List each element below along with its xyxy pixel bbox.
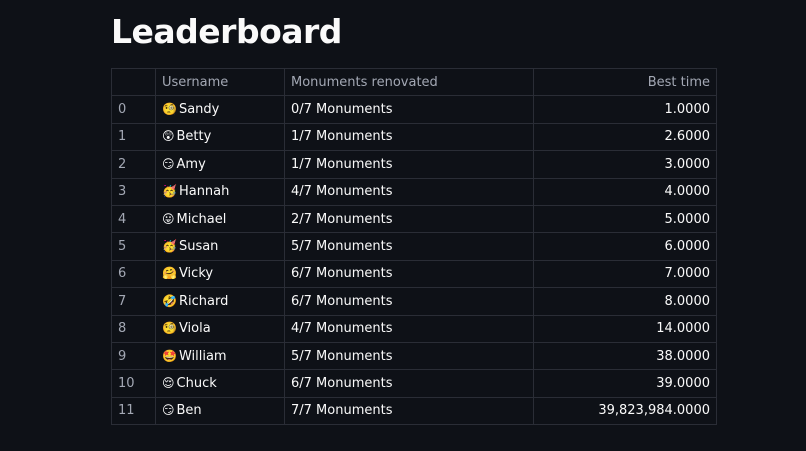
- username: Chuck: [176, 375, 217, 391]
- row-index[interactable]: 4: [111, 204, 156, 234]
- table-row: 4 😛 Michael 2/7 Monuments 5.0000: [111, 204, 717, 234]
- column-header-monuments[interactable]: Monuments renovated: [284, 67, 534, 97]
- monuments-cell[interactable]: 6/7 Monuments: [284, 369, 534, 398]
- row-index[interactable]: 7: [111, 287, 156, 316]
- username: Viola: [178, 321, 211, 337]
- username-cell[interactable]: 🥳 Hannah: [155, 177, 285, 206]
- row-index[interactable]: 0: [111, 95, 156, 124]
- table-row: 2 😏 Amy 1/7 Monuments 3.0000: [111, 150, 717, 179]
- row-index[interactable]: 10: [111, 369, 156, 398]
- emoji-icon: 😏: [162, 403, 175, 418]
- username: Betty: [176, 129, 212, 145]
- row-index[interactable]: 11: [111, 396, 156, 426]
- column-header-index[interactable]: [111, 67, 156, 97]
- username: William: [178, 348, 227, 364]
- emoji-icon: 🤩: [162, 348, 177, 363]
- monuments-cell[interactable]: 2/7 Monuments: [284, 204, 534, 234]
- username: Amy: [176, 156, 206, 172]
- username: Sandy: [178, 102, 220, 118]
- emoji-icon: 🧐: [162, 321, 177, 336]
- row-index[interactable]: 2: [111, 150, 156, 179]
- monuments-cell[interactable]: 4/7 Monuments: [284, 314, 534, 343]
- username-cell[interactable]: 😌 Chuck: [155, 369, 285, 398]
- monuments-cell[interactable]: 4/7 Monuments: [284, 177, 534, 206]
- username-cell[interactable]: 🤗 Vicky: [155, 259, 285, 289]
- monuments-cell[interactable]: 6/7 Monuments: [284, 287, 534, 316]
- table-row: 10 😌 Chuck 6/7 Monuments 39.0000: [111, 369, 717, 398]
- username: Michael: [176, 211, 227, 227]
- row-index[interactable]: 8: [111, 314, 156, 343]
- best-time-cell[interactable]: 8.0000: [533, 287, 717, 316]
- emoji-icon: 😏: [162, 156, 175, 171]
- row-index[interactable]: 3: [111, 177, 156, 206]
- best-time-cell[interactable]: 39,823,984.0000: [533, 396, 717, 426]
- best-time-cell[interactable]: 6.0000: [533, 232, 717, 261]
- emoji-icon: 🥳: [162, 184, 177, 199]
- best-time-cell[interactable]: 39.0000: [533, 369, 717, 398]
- best-time-cell[interactable]: 2.6000: [533, 122, 717, 152]
- best-time-cell[interactable]: 4.0000: [533, 177, 717, 206]
- leaderboard-table: Username Monuments renovated Best time 0…: [111, 67, 717, 426]
- row-index[interactable]: 1: [111, 122, 156, 152]
- emoji-icon: 🧐: [162, 102, 177, 117]
- monuments-cell[interactable]: 0/7 Monuments: [284, 95, 534, 124]
- username-cell[interactable]: 🥳 Susan: [155, 232, 285, 261]
- emoji-icon: 😌: [162, 375, 175, 390]
- table-row: 7 🤣 Richard 6/7 Monuments 8.0000: [111, 287, 717, 316]
- username-cell[interactable]: 😛 Michael: [155, 204, 285, 234]
- monuments-cell[interactable]: 1/7 Monuments: [284, 150, 534, 179]
- table-row: 8 🧐 Viola 4/7 Monuments 14.0000: [111, 314, 717, 343]
- best-time-cell[interactable]: 7.0000: [533, 259, 717, 289]
- emoji-icon: 🤣: [162, 293, 177, 308]
- best-time-cell[interactable]: 14.0000: [533, 314, 717, 343]
- monuments-cell[interactable]: 5/7 Monuments: [284, 341, 534, 371]
- username: Richard: [178, 293, 229, 309]
- username-cell[interactable]: 🧐 Sandy: [155, 95, 285, 124]
- best-time-cell[interactable]: 5.0000: [533, 204, 717, 234]
- table-row: 3 🥳 Hannah 4/7 Monuments 4.0000: [111, 177, 717, 206]
- table-row: 5 🥳 Susan 5/7 Monuments 6.0000: [111, 232, 717, 261]
- table-row: 11 😏 Ben 7/7 Monuments 39,823,984.0000: [111, 396, 717, 426]
- table-row: 0 🧐 Sandy 0/7 Monuments 1.0000: [111, 95, 717, 124]
- username-cell[interactable]: 😏 Amy: [155, 150, 285, 179]
- best-time-cell[interactable]: 3.0000: [533, 150, 717, 179]
- username: Susan: [178, 239, 219, 255]
- page-title: Leaderboard: [111, 12, 342, 51]
- row-index[interactable]: 9: [111, 341, 156, 371]
- username-cell[interactable]: 😏 Ben: [155, 396, 285, 426]
- username: Vicky: [178, 266, 214, 282]
- emoji-icon: 🥳: [162, 239, 177, 254]
- emoji-icon: 😲: [162, 129, 175, 144]
- username-cell[interactable]: 🤩 William: [155, 341, 285, 371]
- monuments-cell[interactable]: 7/7 Monuments: [284, 396, 534, 426]
- row-index[interactable]: 5: [111, 232, 156, 261]
- username: Ben: [176, 403, 202, 419]
- monuments-cell[interactable]: 6/7 Monuments: [284, 259, 534, 289]
- table-row: 9 🤩 William 5/7 Monuments 38.0000: [111, 341, 717, 371]
- best-time-cell[interactable]: 1.0000: [533, 95, 717, 124]
- monuments-cell[interactable]: 5/7 Monuments: [284, 232, 534, 261]
- emoji-icon: 😛: [162, 211, 175, 226]
- table-header-row: Username Monuments renovated Best time: [111, 67, 717, 97]
- best-time-cell[interactable]: 38.0000: [533, 341, 717, 371]
- column-header-username[interactable]: Username: [155, 67, 285, 97]
- monuments-cell[interactable]: 1/7 Monuments: [284, 122, 534, 152]
- username: Hannah: [178, 184, 230, 200]
- row-index[interactable]: 6: [111, 259, 156, 289]
- username-cell[interactable]: 🤣 Richard: [155, 287, 285, 316]
- username-cell[interactable]: 🧐 Viola: [155, 314, 285, 343]
- table-row: 1 😲 Betty 1/7 Monuments 2.6000: [111, 122, 717, 152]
- table-row: 6 🤗 Vicky 6/7 Monuments 7.0000: [111, 259, 717, 289]
- emoji-icon: 🤗: [162, 266, 177, 281]
- column-header-best-time[interactable]: Best time: [533, 67, 717, 97]
- username-cell[interactable]: 😲 Betty: [155, 122, 285, 152]
